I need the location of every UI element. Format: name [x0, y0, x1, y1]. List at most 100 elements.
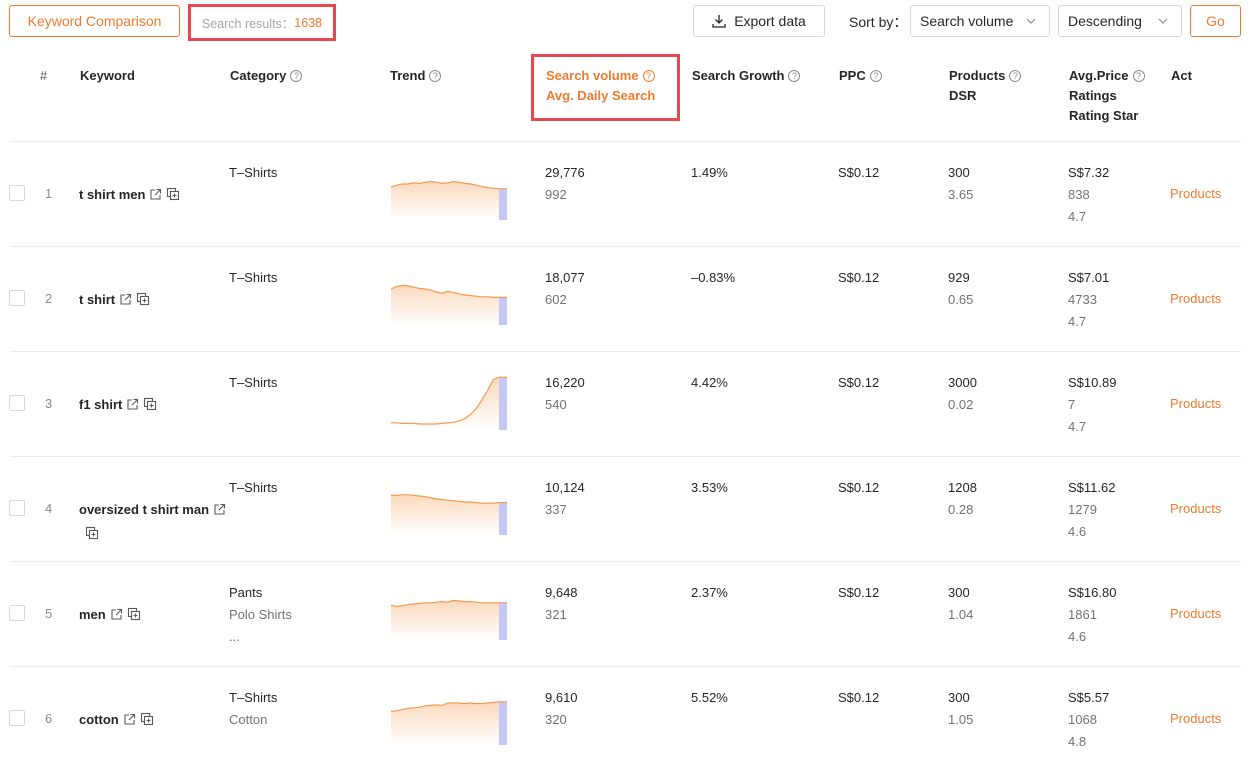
keyword-comparison-button[interactable]: Keyword Comparison: [9, 5, 180, 37]
keyword-text[interactable]: cotton: [79, 712, 119, 727]
col-growth-header[interactable]: Search Growth?: [692, 66, 801, 86]
row-checkbox[interactable]: [9, 395, 25, 411]
help-icon[interactable]: ?: [1132, 70, 1145, 82]
export-data-button[interactable]: Export data: [693, 5, 825, 37]
external-link-icon[interactable]: [149, 186, 162, 208]
keyword-text[interactable]: t shirt: [79, 292, 116, 307]
products-link[interactable]: Products: [1170, 606, 1222, 621]
products-link[interactable]: Products: [1170, 501, 1222, 516]
external-link-icon[interactable]: [110, 606, 123, 628]
products-link[interactable]: Products: [1170, 711, 1222, 726]
keyword-text[interactable]: men: [79, 607, 106, 622]
row-index: 2: [45, 291, 53, 306]
category-cell: T–Shirts: [229, 267, 277, 289]
trend-area: [391, 600, 499, 640]
trend-sparkline[interactable]: [391, 265, 507, 325]
products-link[interactable]: Products: [1170, 291, 1222, 306]
products-cell: 300 3.65: [948, 162, 973, 206]
trend-area: [391, 285, 499, 325]
rating-star-value: 4.6: [1068, 524, 1087, 539]
trend-sparkline[interactable]: [391, 475, 507, 535]
dsr-value: 0.65: [948, 292, 974, 307]
table-row: 4 oversized t shirt man T–Shirts 10,124 …: [0, 457, 1254, 562]
row-index: 4: [45, 501, 53, 516]
help-icon[interactable]: ?: [290, 70, 303, 82]
products-link[interactable]: Products: [1170, 186, 1222, 201]
help-icon[interactable]: ?: [1009, 70, 1022, 82]
trend-sparkline[interactable]: [391, 685, 507, 745]
products-cell: 300 1.05: [948, 687, 973, 731]
copy-icon[interactable]: [140, 711, 154, 733]
row-checkbox[interactable]: [9, 605, 25, 621]
ppc-value: S$0.12: [838, 165, 880, 180]
category-item[interactable]: T–Shirts: [229, 480, 278, 495]
avg-daily-search-value: 540: [545, 397, 567, 412]
copy-icon[interactable]: [85, 525, 99, 547]
trend-line: [391, 599, 507, 608]
dsr-value: 3.65: [948, 187, 974, 202]
copy-icon[interactable]: [136, 291, 150, 313]
row-checkbox[interactable]: [9, 290, 25, 306]
help-icon[interactable]: ?: [642, 70, 655, 82]
col-price-header[interactable]: Avg.Price? Ratings Rating Star: [1069, 66, 1145, 126]
col-trend-header[interactable]: Trend?: [390, 66, 442, 86]
col-products-header[interactable]: Products? DSR: [949, 66, 1022, 106]
col-ppc-label: PPC: [839, 68, 866, 83]
table-row: 2 t shirt T–Shirts 18,077 602 –0.83% S$0…: [0, 247, 1254, 352]
rating-star-value: 4.7: [1068, 209, 1087, 224]
category-cell: T–Shirts: [229, 477, 277, 499]
col-search-volume-header[interactable]: Search volume? Avg. Daily Search: [546, 66, 655, 106]
row-index: 6: [45, 711, 53, 726]
products-cell: 300 1.04: [948, 582, 973, 626]
trend-sparkline[interactable]: [391, 160, 507, 220]
col-ppc-header[interactable]: PPC?: [839, 66, 882, 86]
search-volume-value: 9,610: [545, 690, 578, 705]
trend-line: [391, 494, 507, 504]
products-link[interactable]: Products: [1170, 396, 1222, 411]
trend-sparkline[interactable]: [391, 580, 507, 640]
col-rating-star-label: Rating Star: [1069, 108, 1139, 123]
col-category-label: Category: [230, 68, 287, 83]
external-link-icon[interactable]: [123, 711, 136, 733]
trend-sparkline[interactable]: [391, 370, 507, 430]
help-icon[interactable]: ?: [869, 70, 882, 82]
category-item[interactable]: Cotton: [229, 712, 268, 727]
category-item[interactable]: T–Shirts: [229, 270, 278, 285]
trend-area: [391, 377, 499, 430]
col-category-header[interactable]: Category?: [230, 66, 303, 86]
category-item[interactable]: Pants: [229, 585, 263, 600]
external-link-icon[interactable]: [126, 396, 139, 418]
col-index-header: #: [40, 68, 48, 83]
help-icon[interactable]: ?: [429, 70, 442, 82]
download-icon: [712, 15, 726, 28]
copy-icon[interactable]: [166, 186, 180, 208]
sort-order-select[interactable]: Descending: [1058, 5, 1182, 37]
go-button[interactable]: Go: [1190, 5, 1241, 37]
col-keyword-header[interactable]: Keyword: [80, 68, 135, 83]
search-volume-value: 9,648: [545, 585, 578, 600]
keyword-text[interactable]: oversized t shirt man: [79, 502, 210, 517]
keyword-text[interactable]: t shirt men: [79, 187, 146, 202]
category-item[interactable]: T–Shirts: [229, 375, 278, 390]
category-item[interactable]: T–Shirts: [229, 690, 278, 705]
external-link-icon[interactable]: [213, 501, 226, 523]
col-search-volume-label: Search volume: [546, 68, 639, 83]
external-link-icon[interactable]: [119, 291, 132, 313]
rating-star-value: 4.8: [1068, 734, 1087, 749]
copy-icon[interactable]: [143, 396, 157, 418]
keyword-text[interactable]: f1 shirt: [79, 397, 123, 412]
avg-price-value: S$10.89: [1068, 375, 1117, 390]
row-checkbox[interactable]: [9, 185, 25, 201]
row-checkbox[interactable]: [9, 500, 25, 516]
category-cell: T–Shirts Cotton: [229, 687, 277, 731]
category-item[interactable]: Polo Shirts: [229, 607, 292, 622]
sort-order-value: Descending: [1068, 13, 1142, 29]
copy-icon[interactable]: [127, 606, 141, 628]
ratings-value: 4733: [1068, 292, 1097, 307]
search-growth-value: 3.53%: [691, 480, 728, 495]
row-checkbox[interactable]: [9, 710, 25, 726]
help-icon[interactable]: ?: [788, 70, 801, 82]
sort-field-select[interactable]: Search volume: [910, 5, 1050, 37]
category-item[interactable]: T–Shirts: [229, 165, 278, 180]
category-more: ...: [229, 629, 240, 644]
